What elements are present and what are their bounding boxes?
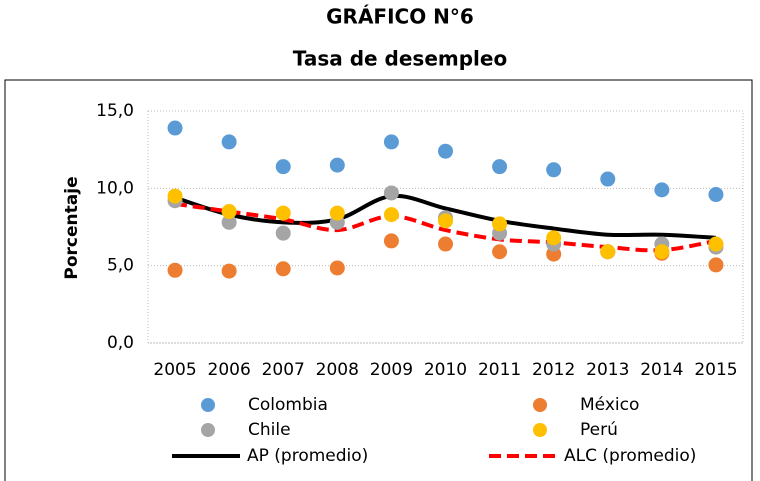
data-point [221,214,237,230]
legend-label: Chile [248,420,291,440]
y-tick-label: 10,0 [96,178,134,198]
data-point [275,225,291,241]
chart-subtitle: Tasa de desempleo [293,47,507,71]
data-point [329,260,345,276]
chart-title: GRÁFICO N°6 [326,5,474,29]
x-tick-label: 2011 [478,360,521,380]
data-point [383,207,399,223]
data-point [275,159,291,175]
data-point [654,244,670,260]
x-tick-label: 2009 [370,360,413,380]
y-tick-label: 0,0 [107,333,134,353]
data-point [167,262,183,278]
data-point [167,120,183,136]
chart-frame [4,79,753,481]
y-axis-label: Porcentaje [62,176,82,279]
data-point [275,261,291,277]
y-tick-label: 15,0 [96,101,134,121]
data-point [221,263,237,279]
legend-label: Perú [580,420,618,440]
x-tick-label: 2006 [208,360,251,380]
data-point [167,188,183,204]
x-tick-label: 2008 [316,360,359,380]
data-point [600,244,616,260]
legend-marker [533,423,547,437]
x-tick-label: 2013 [586,360,629,380]
data-point [492,216,508,232]
data-point [708,236,724,252]
data-point [600,171,616,187]
data-point [438,213,453,229]
data-point [708,187,724,203]
data-point [546,162,562,178]
x-tick-label: 2007 [262,360,305,380]
x-tick-label: 2005 [153,360,196,380]
legend-label: ALC (promedio) [564,446,696,466]
data-point [329,157,345,173]
data-point [546,230,562,246]
data-point [275,205,291,221]
data-point [329,205,345,221]
data-point [438,143,453,159]
data-point [383,134,399,150]
legend-label: México [580,395,639,415]
legend-label: AP (promedio) [247,446,368,466]
data-point [383,185,399,201]
y-tick-label: 5,0 [107,256,134,276]
data-point [221,204,237,220]
legend-label: Colombia [248,395,328,415]
x-tick-label: 2010 [424,360,467,380]
x-tick-label: 2012 [532,360,575,380]
x-tick-label: 2014 [640,360,683,380]
data-point [383,233,399,249]
legend-marker [533,398,547,412]
data-point [708,257,724,273]
data-point [221,134,237,150]
series-line [174,201,717,253]
series-line [174,193,717,240]
data-point [654,182,670,198]
x-tick-label: 2015 [694,360,737,380]
data-point [438,236,453,252]
legend-marker [201,398,215,412]
legend-marker [201,423,215,437]
data-point [492,159,508,175]
data-point [492,244,508,260]
